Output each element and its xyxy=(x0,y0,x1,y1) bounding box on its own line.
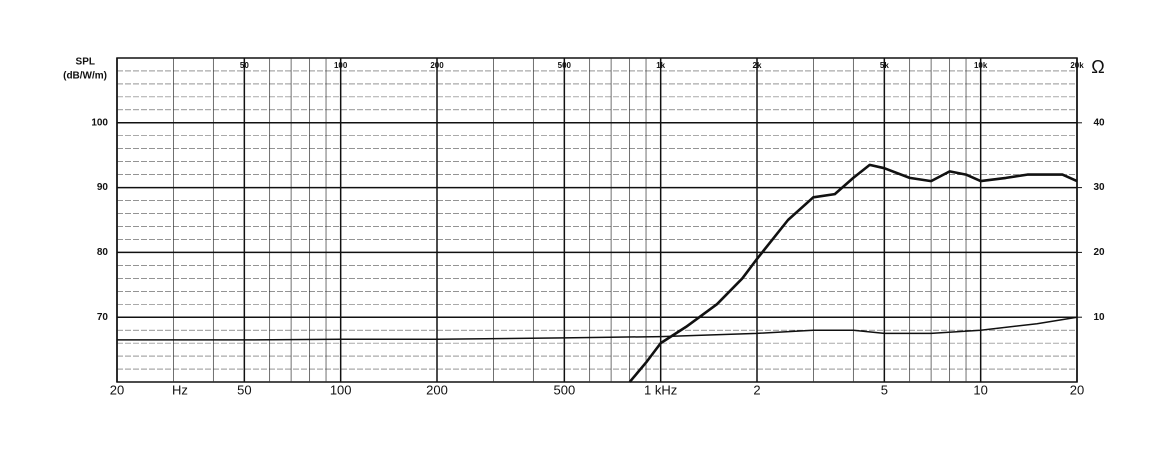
y-tick-label: 90 xyxy=(97,182,109,193)
x-tick-label: 20 xyxy=(110,382,124,397)
x2-tick-label: 20k xyxy=(1070,61,1084,70)
y2-label: Ω xyxy=(1091,57,1104,77)
y2-tick-label: 30 xyxy=(1093,182,1105,193)
y-label-line: SPL xyxy=(76,57,95,68)
x-tick-label: 10 xyxy=(973,382,987,397)
x-tick-label: 200 xyxy=(426,382,448,397)
x2-tick-label: 100 xyxy=(334,61,348,70)
x-tick-label: 500 xyxy=(553,382,575,397)
y-tick-label: 70 xyxy=(97,312,109,323)
y2-tick-label: 10 xyxy=(1093,312,1105,323)
y-tick-label: 80 xyxy=(97,247,109,258)
x2-tick-label: 500 xyxy=(558,61,572,70)
x-tick-label: 1 kHz xyxy=(644,382,677,397)
x2-tick-label: 200 xyxy=(430,61,444,70)
x2-tick-label: 10k xyxy=(974,61,988,70)
x-tick-label: 50 xyxy=(237,382,251,397)
y-label-line: (dB/W/m) xyxy=(63,71,107,82)
y2-tick-label: 40 xyxy=(1093,117,1105,128)
x-tick-label: 20 xyxy=(1070,382,1084,397)
x2-tick-label: 2k xyxy=(753,61,762,70)
x-tick-label: 2 xyxy=(753,382,760,397)
x2-tick-label: 50 xyxy=(240,61,249,70)
x-unit-label: Hz xyxy=(172,382,188,397)
x-tick-label: 100 xyxy=(330,382,352,397)
series-line xyxy=(628,163,1078,383)
x-tick-label: 5 xyxy=(881,382,888,397)
y-tick-label: 100 xyxy=(91,117,108,128)
x2-tick-label: 5k xyxy=(880,61,889,70)
x2-tick-label: 1k xyxy=(656,61,665,70)
y2-tick-label: 20 xyxy=(1093,247,1105,258)
series-line xyxy=(117,316,1078,341)
